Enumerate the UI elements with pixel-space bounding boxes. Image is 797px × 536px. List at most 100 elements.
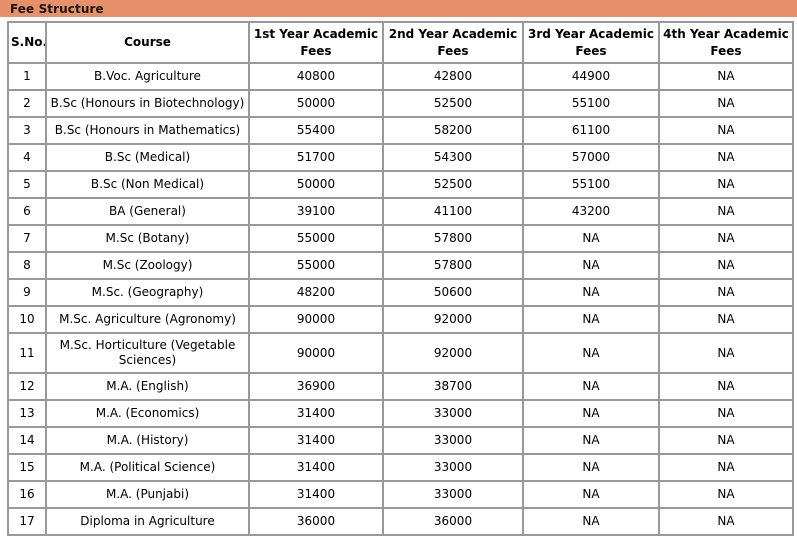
fee-cell-year1: 90000: [249, 333, 383, 373]
fee-cell-year4: NA: [659, 63, 793, 90]
fee-cell-year1: 31400: [249, 454, 383, 481]
fee-cell-year2: 33000: [383, 400, 523, 427]
fee-cell-year4: NA: [659, 400, 793, 427]
fee-cell-year1: 31400: [249, 427, 383, 454]
table-row: 13 M.A. (Economics) 31400 33000 NA NA: [8, 400, 793, 427]
sno-cell: 13: [8, 400, 46, 427]
title-bar: Fee Structure: [0, 0, 797, 17]
table-row: 15 M.A. (Political Science) 31400 33000 NA NA: [8, 454, 793, 481]
sno-cell: 17: [8, 508, 46, 535]
fee-cell-year2: 52500: [383, 90, 523, 117]
sno-cell: 1: [8, 63, 46, 90]
fee-cell-year2: 57800: [383, 225, 523, 252]
fee-cell-year3: NA: [523, 454, 659, 481]
fee-cell-year1: 31400: [249, 400, 383, 427]
sno-cell: 10: [8, 306, 46, 333]
fee-cell-year4: NA: [659, 198, 793, 225]
course-cell: M.A. (History): [46, 427, 249, 454]
fee-cell-year3: 55100: [523, 171, 659, 198]
fee-cell-year1: 39100: [249, 198, 383, 225]
table-head: S.No. Course 1st Year Academic Fees 2nd Yea…: [8, 22, 793, 63]
table-row: 16 M.A. (Punjabi) 31400 33000 NA NA: [8, 481, 793, 508]
column-header: Course: [46, 22, 249, 63]
fee-cell-year4: NA: [659, 373, 793, 400]
sno-cell: 8: [8, 252, 46, 279]
fee-cell-year2: 54300: [383, 144, 523, 171]
course-cell: B.Sc (Non Medical): [46, 171, 249, 198]
fee-cell-year4: NA: [659, 171, 793, 198]
fee-cell-year4: NA: [659, 481, 793, 508]
column-header: S.No.: [8, 22, 46, 63]
fee-cell-year2: 42800: [383, 63, 523, 90]
course-cell: M.Sc (Zoology): [46, 252, 249, 279]
fee-cell-year2: 33000: [383, 454, 523, 481]
fee-cell-year3: NA: [523, 306, 659, 333]
fee-cell-year1: 55000: [249, 252, 383, 279]
fee-cell-year2: 38700: [383, 373, 523, 400]
course-cell: M.A. (Political Science): [46, 454, 249, 481]
sno-cell: 11: [8, 333, 46, 373]
table-row: 12 M.A. (English) 36900 38700 NA NA: [8, 373, 793, 400]
sno-cell: 5: [8, 171, 46, 198]
table-body: 1 B.Voc. Agriculture 40800 42800 44900 NA 2 B.S…: [8, 63, 793, 535]
table-row: 7 M.Sc (Botany) 55000 57800 NA NA: [8, 225, 793, 252]
fee-cell-year3: 44900: [523, 63, 659, 90]
course-cell: M.A. (Punjabi): [46, 481, 249, 508]
fee-cell-year2: 50600: [383, 279, 523, 306]
course-cell: M.Sc. Horticulture (Vegetable Sciences): [46, 333, 249, 373]
fee-cell-year1: 40800: [249, 63, 383, 90]
course-cell: M.A. (Economics): [46, 400, 249, 427]
fee-cell-year1: 51700: [249, 144, 383, 171]
fee-cell-year1: 55400: [249, 117, 383, 144]
table-row: 2 B.Sc (Honours in Biotechnology) 50000 525…: [8, 90, 793, 117]
course-cell: B.Sc (Medical): [46, 144, 249, 171]
fee-cell-year4: NA: [659, 306, 793, 333]
fee-cell-year1: 48200: [249, 279, 383, 306]
column-header: 2nd Year Academic Fees: [383, 22, 523, 63]
fee-cell-year1: 36900: [249, 373, 383, 400]
fee-cell-year3: NA: [523, 225, 659, 252]
table-row: 8 M.Sc (Zoology) 55000 57800 NA NA: [8, 252, 793, 279]
fee-cell-year2: 58200: [383, 117, 523, 144]
sno-cell: 7: [8, 225, 46, 252]
table-row: 17 Diploma in Agriculture 36000 36000 NA NA: [8, 508, 793, 535]
table-row: 4 B.Sc (Medical) 51700 54300 57000 NA: [8, 144, 793, 171]
fee-cell-year4: NA: [659, 508, 793, 535]
fee-cell-year2: 92000: [383, 306, 523, 333]
fee-cell-year4: NA: [659, 333, 793, 373]
fee-cell-year1: 50000: [249, 171, 383, 198]
course-cell: B.Sc (Honours in Mathematics): [46, 117, 249, 144]
table-row: 14 M.A. (History) 31400 33000 NA NA: [8, 427, 793, 454]
fee-cell-year3: NA: [523, 481, 659, 508]
fee-cell-year3: NA: [523, 373, 659, 400]
column-header: 3rd Year Academic Fees: [523, 22, 659, 63]
table-row: 1 B.Voc. Agriculture 40800 42800 44900 NA: [8, 63, 793, 90]
fee-cell-year3: NA: [523, 252, 659, 279]
course-cell: M.Sc. (Geography): [46, 279, 249, 306]
fee-cell-year2: 33000: [383, 481, 523, 508]
fee-cell-year1: 36000: [249, 508, 383, 535]
fee-cell-year2: 52500: [383, 171, 523, 198]
sno-cell: 15: [8, 454, 46, 481]
table-row: 11 M.Sc. Horticulture (Vegetable Sciences…: [8, 333, 793, 373]
course-cell: Diploma in Agriculture: [46, 508, 249, 535]
fee-cell-year4: NA: [659, 252, 793, 279]
fee-cell-year3: 61100: [523, 117, 659, 144]
fee-cell-year2: 57800: [383, 252, 523, 279]
fee-cell-year3: NA: [523, 333, 659, 373]
course-cell: M.A. (English): [46, 373, 249, 400]
sno-cell: 3: [8, 117, 46, 144]
sno-cell: 4: [8, 144, 46, 171]
fee-cell-year3: 43200: [523, 198, 659, 225]
sno-cell: 6: [8, 198, 46, 225]
table-row: 10 M.Sc. Agriculture (Agronomy) 90000 92000…: [8, 306, 793, 333]
fee-cell-year3: NA: [523, 400, 659, 427]
fee-cell-year4: NA: [659, 279, 793, 306]
fee-cell-year2: 41100: [383, 198, 523, 225]
sno-cell: 2: [8, 90, 46, 117]
table-row: 3 B.Sc (Honours in Mathematics) 55400 58200…: [8, 117, 793, 144]
course-cell: B.Voc. Agriculture: [46, 63, 249, 90]
fee-cell-year3: NA: [523, 427, 659, 454]
fee-cell-year1: 31400: [249, 481, 383, 508]
table-row: 9 M.Sc. (Geography) 48200 50600 NA NA: [8, 279, 793, 306]
